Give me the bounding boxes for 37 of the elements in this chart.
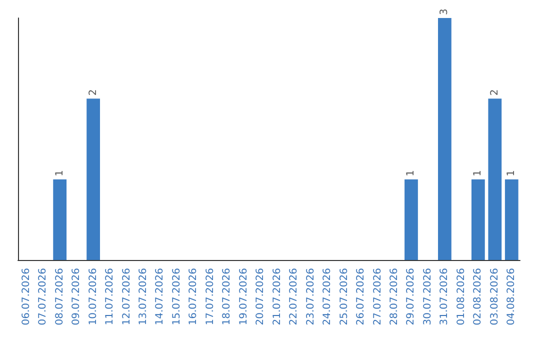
x-tick-label: 27.07.2026 [372,268,384,326]
x-tick-label: 17.07.2026 [204,268,216,326]
x-tick-label: 15.07.2026 [171,268,182,326]
x-tick-label: 08.07.2026 [54,268,66,326]
x-tick-label: 29.07.2026 [406,268,417,326]
data-label: 2 [88,89,99,96]
data-label: 3 [439,8,450,15]
x-tick-label: 03.08.2026 [489,268,500,326]
x-tick-label: 19.07.2026 [238,268,250,326]
x-tick-label: 09.07.2026 [71,268,82,326]
x-tick-label: 04.08.2026 [506,268,518,326]
x-tick-label: 06.07.2026 [20,268,32,326]
x-tick-label: 14.07.2026 [154,268,166,326]
x-tick-label: 28.07.2026 [389,268,400,326]
x-tick-label: 23.07.2026 [305,268,316,326]
x-tick-label: 30.07.2026 [422,268,434,326]
data-label: 1 [54,170,66,176]
x-tick-label: 22.07.2026 [288,268,300,326]
x-tick-label: 21.07.2026 [272,268,283,326]
x-tick-label: 20.07.2026 [255,268,266,326]
x-tick-label: 25.07.2026 [338,268,350,326]
x-tick-label: 26.07.2026 [356,268,367,326]
x-tick-label: 16.07.2026 [188,268,200,326]
x-tick-label: 11.07.2026 [104,268,116,326]
x-tick-label: 02.08.2026 [472,268,484,326]
data-label: 1 [506,170,518,176]
data-label: 1 [406,170,417,176]
x-tick-label: 31.07.2026 [439,268,450,326]
x-tick-label: 07.07.2026 [38,268,49,326]
x-tick-label: 12.07.2026 [121,268,132,326]
x-tick-label: 24.07.2026 [322,268,334,326]
x-tick-label: 13.07.2026 [138,268,149,326]
data-label: 1 [472,170,484,176]
x-tick-label: 10.07.2026 [88,268,99,326]
x-tick-label: 01.08.2026 [456,268,467,326]
x-tick-label: 18.07.2026 [222,268,233,326]
data-label: 2 [489,89,500,96]
